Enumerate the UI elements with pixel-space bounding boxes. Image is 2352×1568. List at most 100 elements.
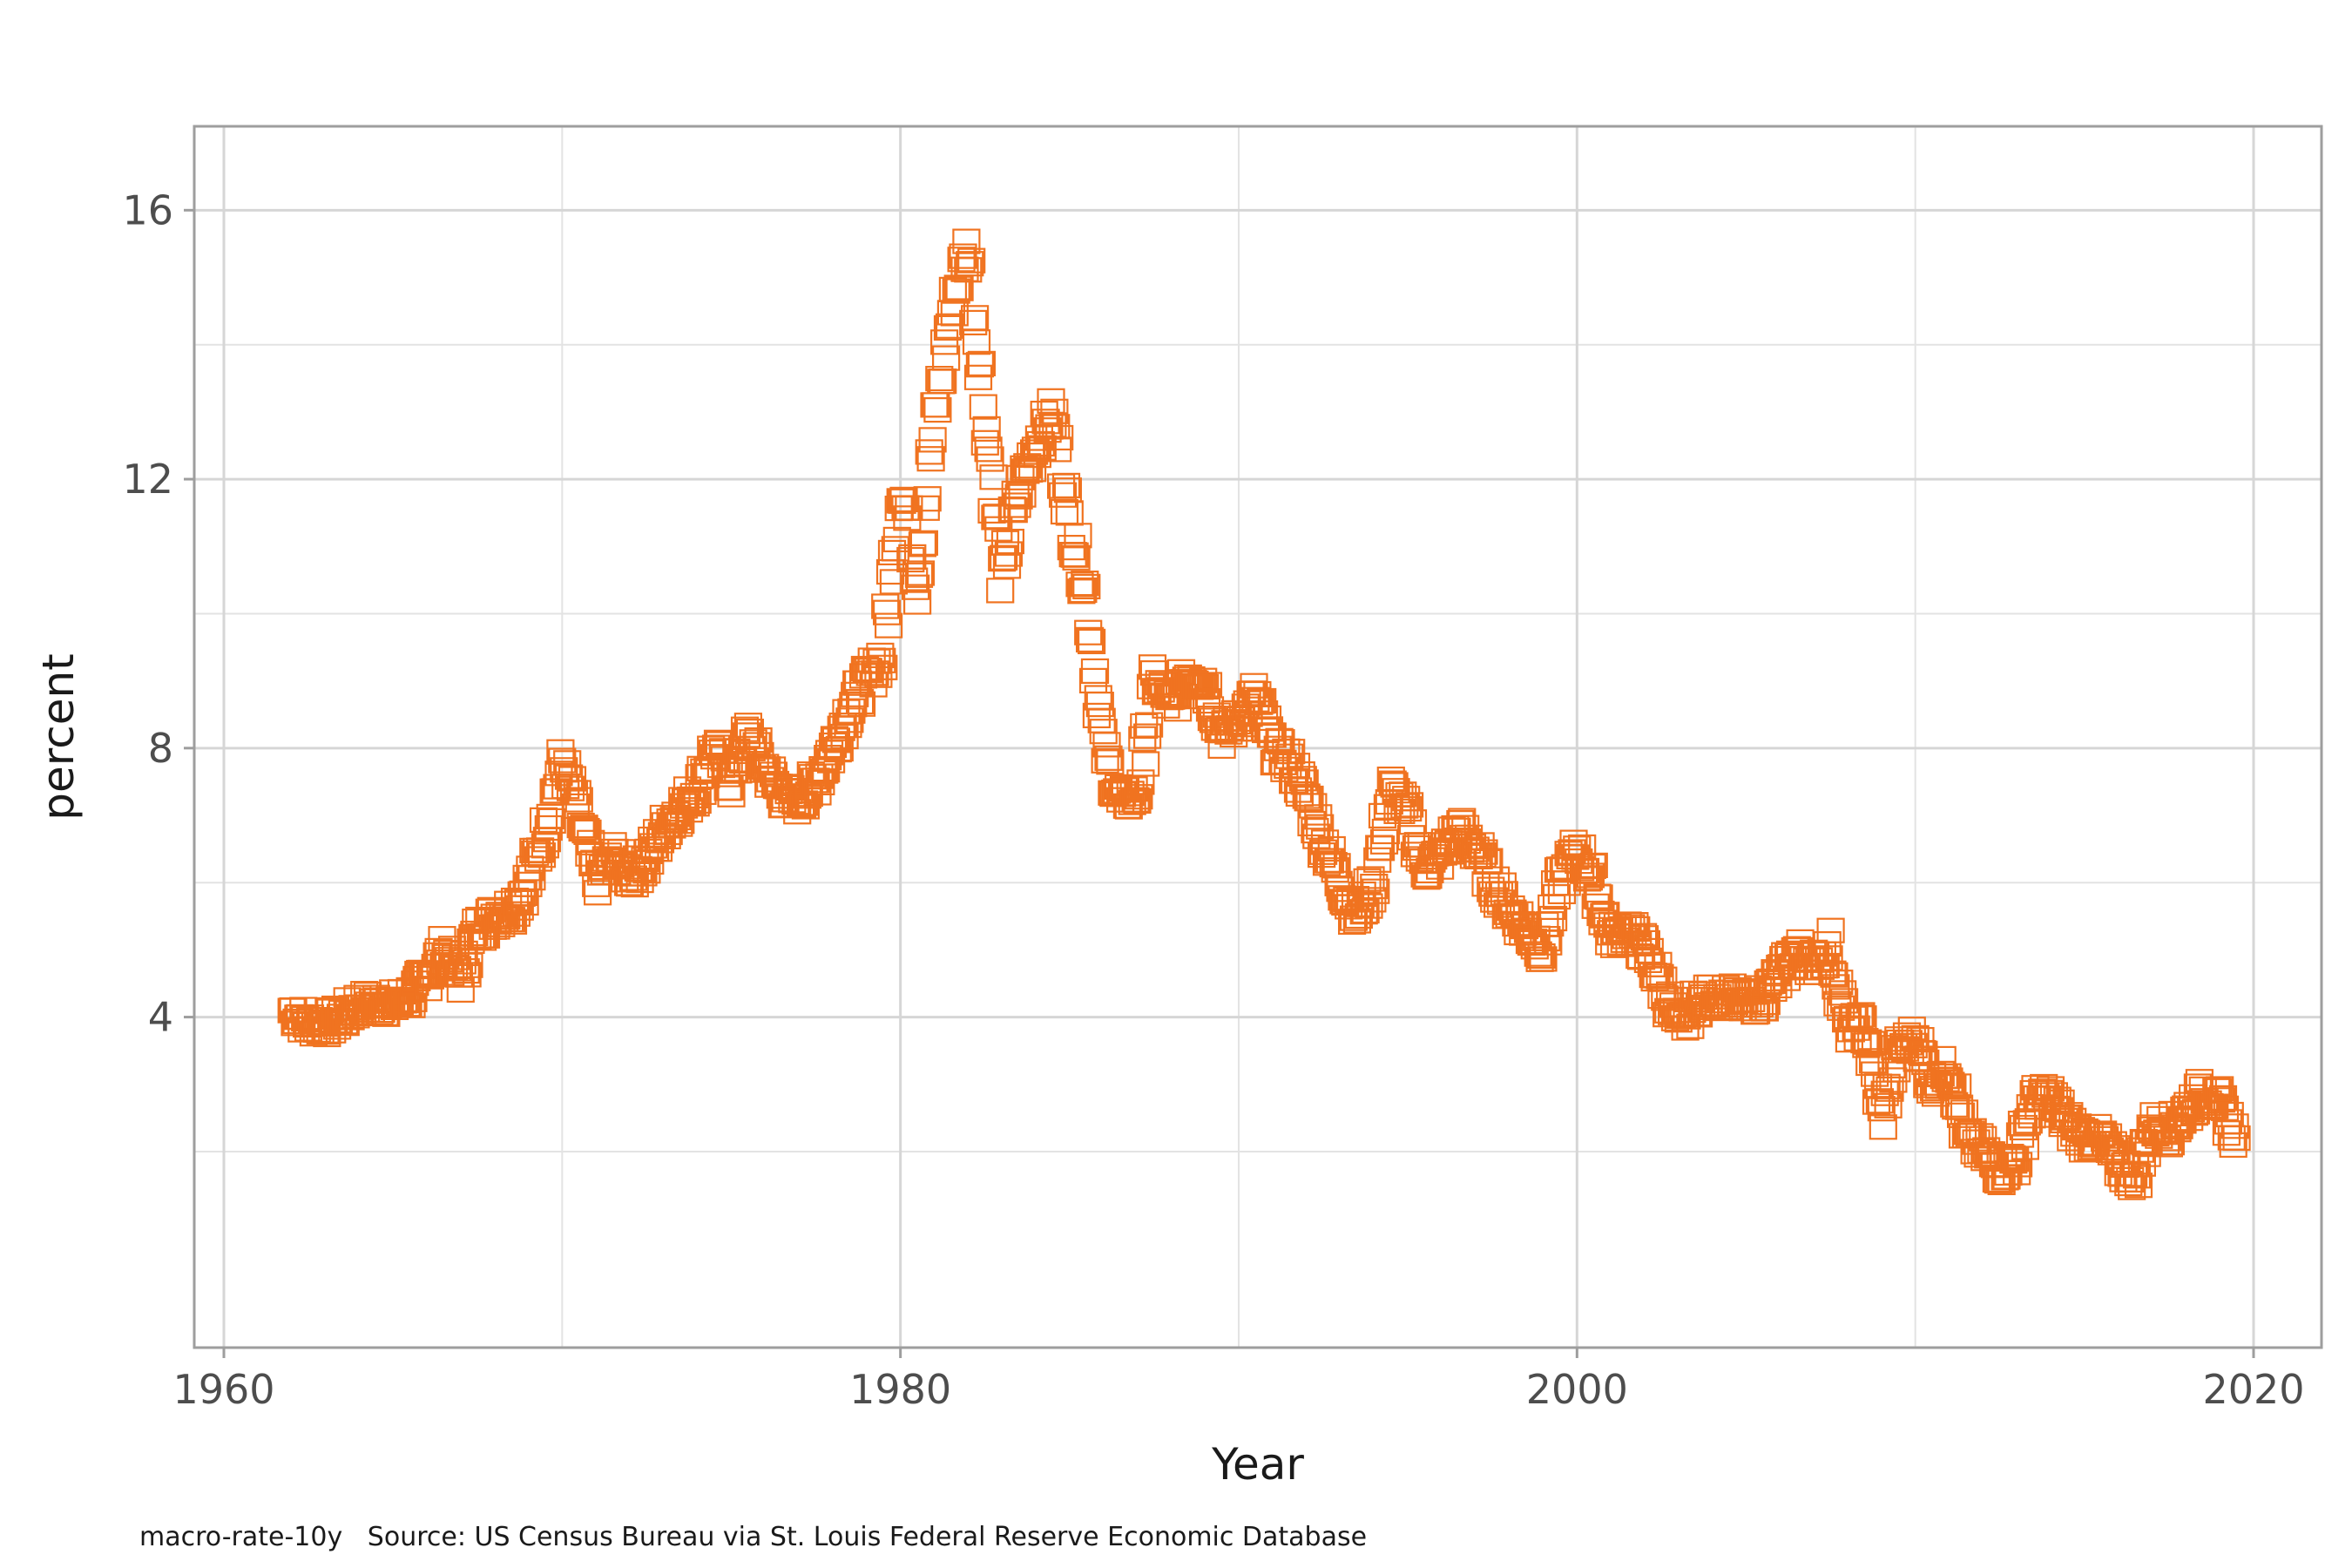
data-point xyxy=(1312,850,1342,876)
data-point xyxy=(1245,689,1274,715)
data-point xyxy=(453,962,482,988)
data-point xyxy=(1394,795,1423,822)
data-point xyxy=(959,309,988,335)
data-point xyxy=(1317,835,1346,862)
data-point xyxy=(1821,974,1850,1000)
data-point xyxy=(1114,794,1143,820)
plot-border xyxy=(193,125,2323,1349)
data-point xyxy=(1360,873,1389,900)
data-point xyxy=(956,251,984,277)
data-point xyxy=(877,539,907,566)
data-point xyxy=(451,957,480,984)
data-point xyxy=(1003,492,1031,518)
data-point xyxy=(1859,1048,1888,1074)
data-point xyxy=(1075,626,1105,653)
data-point xyxy=(1879,1067,1908,1093)
data-point xyxy=(916,446,945,472)
data-point xyxy=(783,799,812,825)
y-tick-label: 4 xyxy=(148,994,173,1041)
data-point xyxy=(967,350,997,376)
data-point xyxy=(940,301,969,327)
data-point xyxy=(583,880,612,906)
data-point xyxy=(2102,1135,2131,1161)
data-point xyxy=(945,275,974,301)
data-point xyxy=(1123,787,1152,814)
data-point xyxy=(869,654,898,680)
data-point xyxy=(548,747,577,774)
data-point xyxy=(1935,1067,1963,1093)
data-point xyxy=(1288,766,1317,792)
data-point xyxy=(516,855,544,882)
data-point xyxy=(1011,458,1040,484)
data-point xyxy=(1304,804,1333,830)
data-point xyxy=(1536,910,1565,937)
data-point xyxy=(676,786,706,813)
data-points xyxy=(277,228,2251,1200)
data-point xyxy=(1752,989,1781,1016)
data-point xyxy=(1473,848,1502,875)
data-point xyxy=(1048,482,1078,508)
data-point xyxy=(1957,1120,1985,1146)
data-point xyxy=(1940,1092,1969,1118)
data-point xyxy=(740,747,769,773)
data-point xyxy=(744,727,773,754)
data-point xyxy=(1118,789,1146,815)
data-point xyxy=(1542,883,1571,910)
data-point xyxy=(446,977,475,1004)
data-point xyxy=(1579,852,1608,879)
data-point xyxy=(969,394,997,420)
data-point xyxy=(1092,732,1121,758)
data-point xyxy=(524,846,553,872)
data-point xyxy=(568,815,597,842)
data-point xyxy=(949,243,977,269)
data-point xyxy=(1825,970,1854,996)
data-point xyxy=(498,909,528,935)
data-point xyxy=(2036,1076,2065,1102)
data-point xyxy=(1062,544,1091,571)
data-point xyxy=(1004,483,1033,510)
x-tick-label: 1980 xyxy=(849,1366,951,1413)
data-point xyxy=(895,495,923,521)
data-point xyxy=(988,545,1017,572)
data-point xyxy=(2116,1166,2145,1193)
data-point xyxy=(1529,946,1558,972)
data-point xyxy=(1527,943,1556,970)
data-point xyxy=(1813,930,1842,957)
data-point xyxy=(1633,947,1663,974)
data-point xyxy=(564,787,593,813)
data-point xyxy=(2127,1151,2156,1177)
data-point xyxy=(999,497,1028,524)
data-point xyxy=(525,837,555,863)
data-point xyxy=(514,871,543,897)
data-point xyxy=(1072,573,1101,600)
data-point xyxy=(874,612,903,639)
data-point xyxy=(1947,1102,1976,1128)
data-point xyxy=(1466,832,1495,858)
data-point xyxy=(1632,929,1661,956)
data-point xyxy=(1040,398,1069,424)
x-tick-label: 1960 xyxy=(172,1366,274,1413)
data-point xyxy=(970,429,999,456)
data-point xyxy=(1847,1002,1876,1028)
data-point xyxy=(632,858,661,884)
data-point xyxy=(448,949,476,975)
data-point xyxy=(1085,691,1114,718)
data-point xyxy=(1362,878,1390,904)
data-point xyxy=(942,278,970,304)
data-point xyxy=(1292,783,1321,809)
data-point xyxy=(954,257,983,283)
data-point xyxy=(1191,673,1220,700)
data-point xyxy=(1281,753,1311,779)
data-point xyxy=(1353,868,1382,894)
data-point xyxy=(1366,835,1396,862)
data-point xyxy=(837,698,866,724)
data-point xyxy=(1295,785,1324,812)
data-point xyxy=(394,991,422,1017)
data-point xyxy=(1094,745,1123,771)
data-point xyxy=(1928,1045,1957,1072)
data-point xyxy=(1192,687,1221,714)
data-point xyxy=(911,495,940,521)
data-point xyxy=(659,807,688,833)
data-point xyxy=(1128,726,1157,752)
